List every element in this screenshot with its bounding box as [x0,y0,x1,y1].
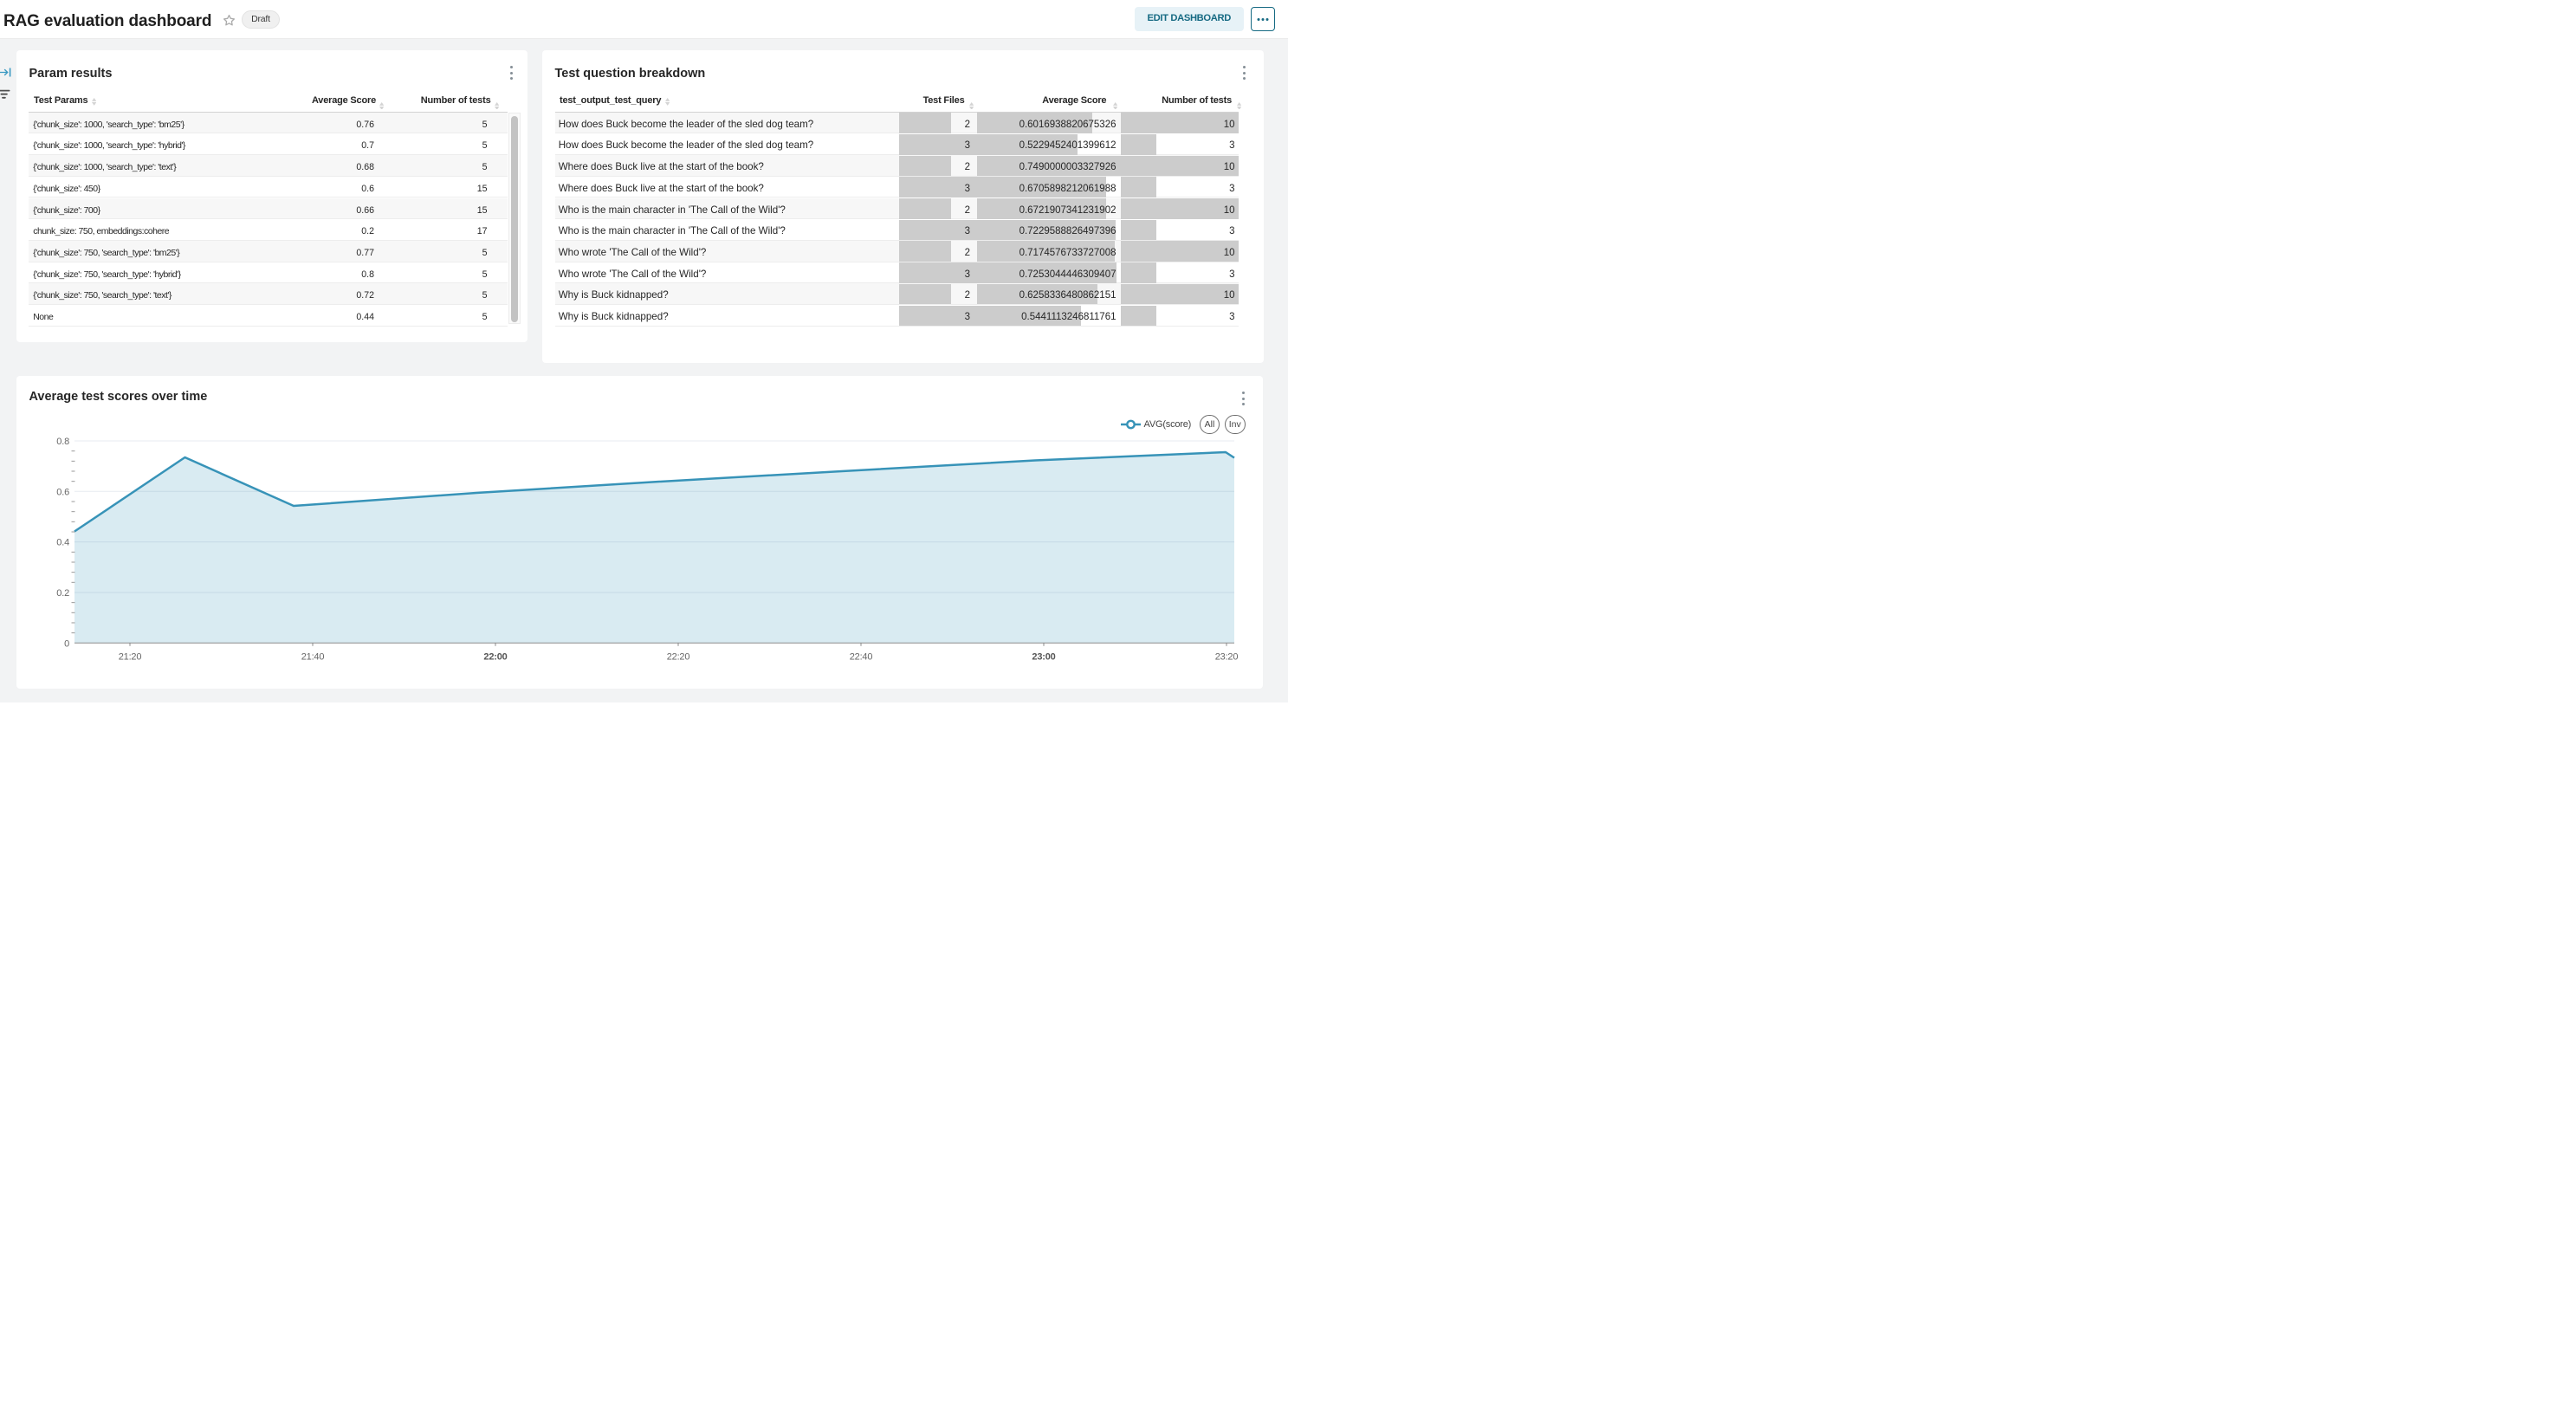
svg-text:0: 0 [64,638,69,649]
svg-text:0.2: 0.2 [56,588,69,599]
svg-text:22:00: 22:00 [483,652,507,663]
svg-text:0.8: 0.8 [56,437,69,447]
svg-text:22:20: 22:20 [667,652,690,663]
svg-text:22:40: 22:40 [850,652,873,663]
svg-text:0.6: 0.6 [56,487,69,497]
svg-text:21:40: 21:40 [301,652,325,663]
svg-text:23:00: 23:00 [1032,652,1055,663]
svg-text:21:20: 21:20 [119,652,142,663]
svg-text:0.4: 0.4 [56,538,69,548]
svg-text:23:20: 23:20 [1215,652,1239,663]
